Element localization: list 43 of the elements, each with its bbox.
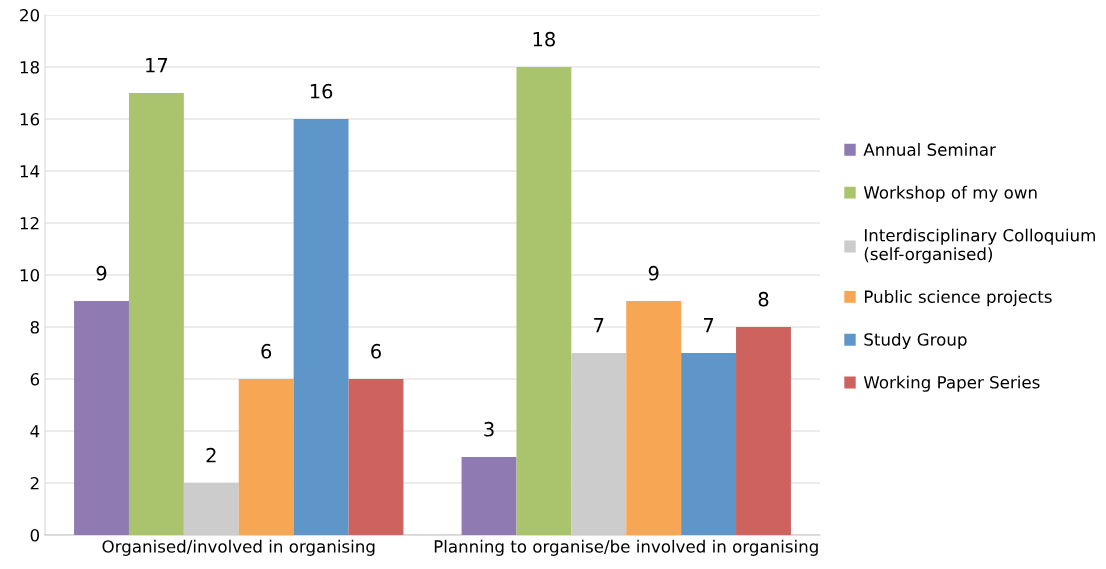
bar (736, 327, 791, 535)
bar (183, 483, 239, 535)
legend-label: Annual Seminar (863, 143, 996, 156)
data-label: 9 (648, 265, 659, 281)
bar (128, 93, 184, 535)
data-label: 7 (704, 318, 714, 333)
bar (461, 457, 517, 535)
y-tick-label: 18 (20, 60, 39, 74)
bar (626, 301, 682, 535)
y-tick-label: 20 (20, 8, 40, 22)
y-tick-label: 4 (30, 425, 40, 438)
y-tick-label: 10 (20, 268, 40, 282)
x-tick-label: Organised/involved in organising (102, 539, 375, 556)
bar (293, 119, 349, 535)
x-tick-label: Planning to organise/be involved in organising (434, 539, 818, 556)
data-label: 9 (96, 265, 107, 281)
y-tick-label: 12 (20, 216, 39, 230)
bar (516, 67, 572, 535)
bar (348, 379, 404, 535)
data-label: 7 (594, 318, 604, 333)
bar (238, 379, 294, 535)
bar (681, 353, 737, 535)
y-tick-label: 16 (20, 112, 40, 126)
legend-label: Workshop of my own (863, 185, 1037, 202)
data-label: 18 (533, 31, 555, 47)
bar (74, 301, 129, 535)
legend-label: Public science projects (864, 290, 1052, 307)
data-label: 3 (484, 421, 494, 437)
y-tick-label: 2 (30, 476, 39, 490)
y-tick-label: 0 (30, 528, 40, 542)
data-label: 6 (371, 343, 381, 359)
legend-label: Working Paper Series (863, 375, 1040, 392)
y-tick-label: 8 (30, 320, 39, 334)
data-label: 16 (310, 83, 333, 99)
y-tick-label: 14 (20, 165, 40, 178)
data-label: 2 (206, 447, 216, 463)
data-label: 17 (146, 58, 168, 73)
bar (571, 353, 627, 535)
y-tick-label: 6 (30, 372, 40, 386)
legend-label: Interdisciplinary Colloquium (self-organised) (864, 228, 1095, 264)
data-label: 6 (261, 343, 272, 359)
legend-label: Study Group (864, 332, 967, 350)
data-label: 8 (758, 291, 769, 307)
